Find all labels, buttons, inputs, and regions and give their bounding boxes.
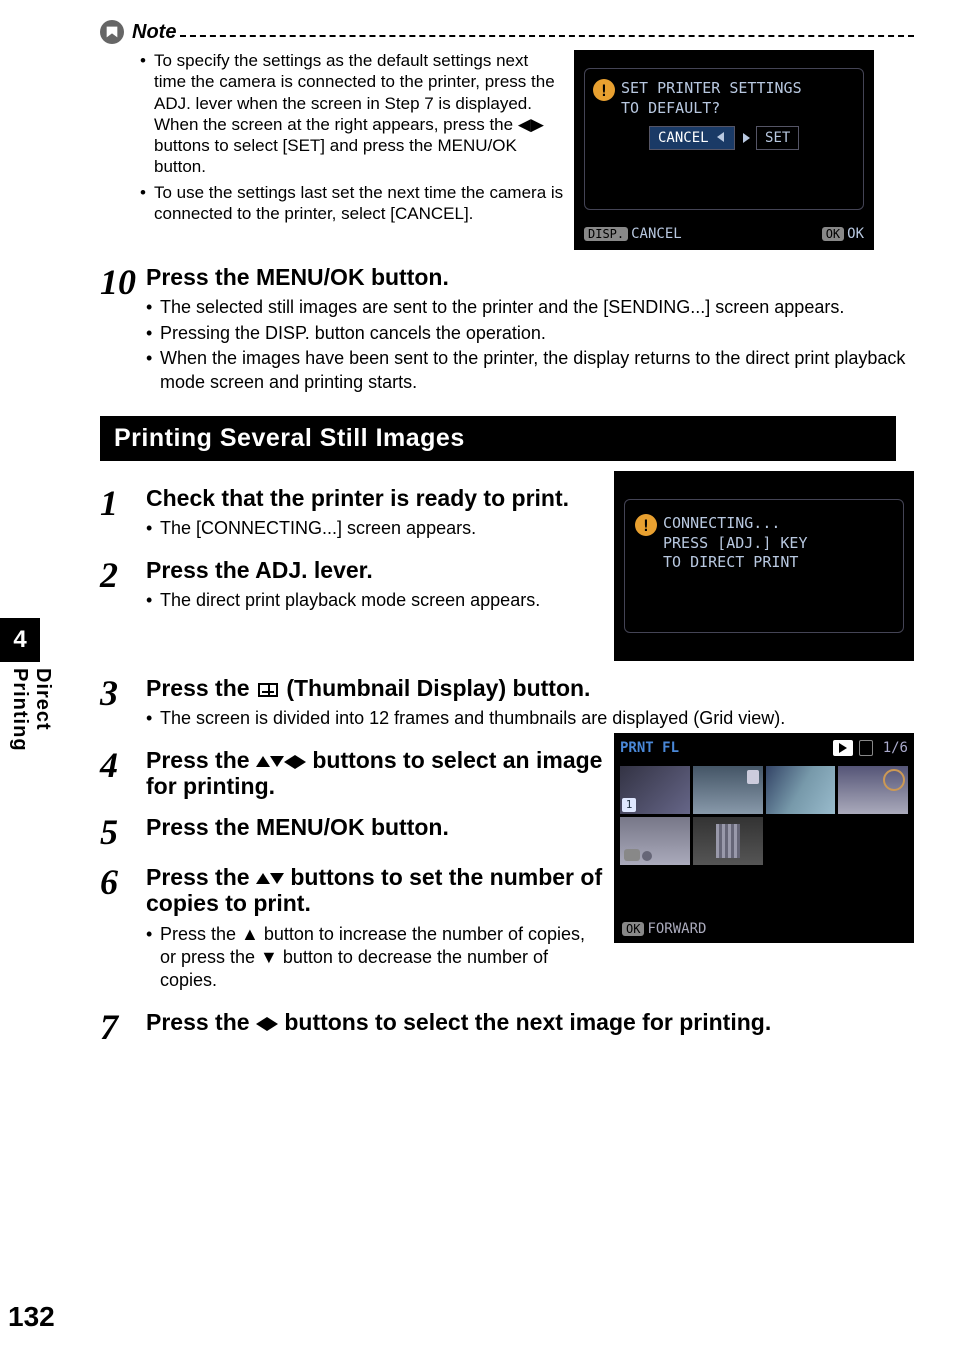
lcd-screenshot-thumbnails: PRNT FL 1/6 OKFORWARD xyxy=(614,733,914,943)
lcd-bottom-left: DISP.CANCEL xyxy=(584,226,682,242)
lcd-line: TO DIRECT PRINT xyxy=(663,553,808,573)
down-triangle-icon xyxy=(270,756,284,767)
step-heading: Press the (Thumbnail Display) button. xyxy=(146,675,914,701)
thumbnail-cell xyxy=(766,817,836,865)
step-bullet: The direct print playback mode screen ap… xyxy=(146,589,604,612)
lcd-line: TO DEFAULT? xyxy=(621,99,802,119)
sd-card-icon xyxy=(859,740,873,756)
step-heading: Press the buttons to select an image for… xyxy=(146,747,604,800)
step-bullet: The selected still images are sent to th… xyxy=(146,296,914,319)
lcd-button-set: SET xyxy=(756,126,799,150)
lcd-line: CONNECTING... xyxy=(663,514,808,534)
page-number: 132 xyxy=(8,1301,55,1333)
note-header: Note xyxy=(100,20,914,44)
note-label: Note xyxy=(132,21,176,44)
note-bullets: To specify the settings as the default s… xyxy=(140,50,574,250)
step-bullet: Press the ▲ button to increase the numbe… xyxy=(146,923,604,993)
note-icon xyxy=(100,20,124,44)
step-number: 5 xyxy=(100,814,146,850)
chapter-number-tab: 4 xyxy=(0,618,40,662)
step-heading: Press the ADJ. lever. xyxy=(146,557,604,583)
thumbnail-cell xyxy=(838,817,908,865)
thumbnail-cell xyxy=(838,868,908,916)
lcd-screenshot-connecting: ! CONNECTING... PRESS [ADJ.] KEY TO DIRE… xyxy=(614,471,914,661)
lcd-bottom-right: OKOK xyxy=(822,226,864,242)
left-triangle-icon xyxy=(256,1017,267,1031)
lcd-line: SET PRINTER SETTINGS xyxy=(621,79,802,99)
step-heading: Press the buttons to select the next ima… xyxy=(146,1009,914,1035)
step-bullet: The screen is divided into 12 frames and… xyxy=(146,707,914,730)
step-bullet: When the images have been sent to the pr… xyxy=(146,347,914,394)
thumbnail-cell xyxy=(693,817,763,865)
step-bullet: The [CONNECTING...] screen appears. xyxy=(146,517,604,540)
up-triangle-icon xyxy=(256,873,270,884)
right-triangle-icon xyxy=(295,755,306,769)
step-heading: Check that the printer is ready to print… xyxy=(146,485,604,511)
step-number: 10 xyxy=(100,264,146,396)
lcd-screenshot-printer-settings: ! SET PRINTER SETTINGS TO DEFAULT? CANCE… xyxy=(574,50,874,250)
step-number: 4 xyxy=(100,747,146,800)
note-dashes xyxy=(180,35,914,37)
chapter-label-tab: Direct Printing xyxy=(8,668,54,752)
thumbnail-cell xyxy=(838,766,908,814)
warning-icon: ! xyxy=(593,79,615,101)
thumbnail-cell xyxy=(766,766,836,814)
thumbnail-cell xyxy=(693,868,763,916)
step-number: 3 xyxy=(100,675,146,733)
up-triangle-icon xyxy=(256,756,270,767)
left-triangle-icon xyxy=(284,755,295,769)
thumbnail-cell xyxy=(766,868,836,916)
step-number: 2 xyxy=(100,557,146,615)
thumbnail-cell xyxy=(693,766,763,814)
step-heading: Press the MENU/OK button. xyxy=(146,814,604,840)
playback-icon xyxy=(833,740,853,756)
lcd-button-cancel: CANCEL xyxy=(649,126,735,150)
step-number: 1 xyxy=(100,485,146,543)
lcd-bottom-label: OKFORWARD xyxy=(622,921,706,937)
step-heading: Press the MENU/OK button. xyxy=(146,264,914,290)
lcd-title: PRNT FL xyxy=(620,740,833,756)
section-heading: Printing Several Still Images xyxy=(100,416,896,461)
step-number: 7 xyxy=(100,1009,146,1045)
thumbnail-cell xyxy=(620,817,690,865)
warning-icon: ! xyxy=(635,514,657,536)
thumbnail-display-icon xyxy=(258,683,278,697)
note-bullet: To use the settings last set the next ti… xyxy=(140,182,564,225)
thumbnail-cell xyxy=(620,868,690,916)
lcd-line: PRESS [ADJ.] KEY xyxy=(663,534,808,554)
down-triangle-icon xyxy=(270,873,284,884)
step-number: 6 xyxy=(100,864,146,995)
note-bullet: To specify the settings as the default s… xyxy=(140,50,564,178)
step-heading: Press the buttons to set the number of c… xyxy=(146,864,604,917)
right-triangle-icon xyxy=(267,1017,278,1031)
step-bullet: Pressing the DISP. button cancels the op… xyxy=(146,322,914,345)
lcd-counter: 1/6 xyxy=(883,740,908,756)
thumbnail-cell xyxy=(620,766,690,814)
